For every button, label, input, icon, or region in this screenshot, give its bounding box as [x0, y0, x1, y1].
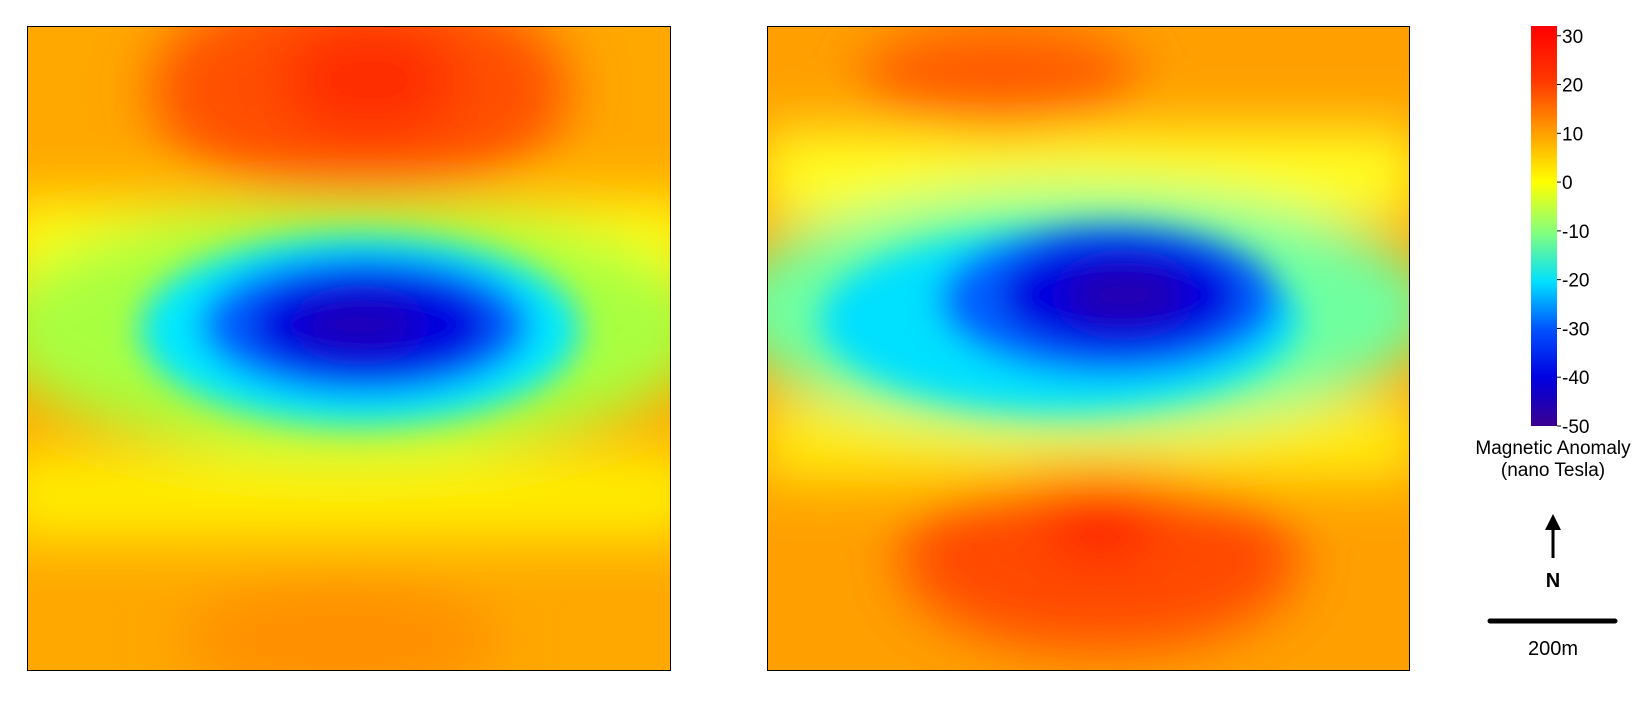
- scale-label: 200m: [1528, 638, 1578, 660]
- colorbar-tick-label: -30: [1562, 319, 1589, 340]
- colorbar-tick-label: 0: [1562, 173, 1573, 194]
- map-left: [27, 26, 671, 671]
- colorbar-ticks: 30 20 10 0 -10 -20 -30 -40 -50: [1557, 27, 1589, 438]
- colorbar-tick-label: -40: [1562, 368, 1589, 389]
- colorbar-tick-label: -50: [1562, 417, 1589, 438]
- north-arrowhead: [1545, 514, 1561, 530]
- colorbar-tick-label: 30: [1562, 27, 1583, 48]
- colorbar-tick-label: 10: [1562, 124, 1583, 145]
- colorbar-tick-label: -10: [1562, 222, 1589, 243]
- map-right: [767, 26, 1410, 671]
- colorbar-label: Magnetic Anomaly: [1475, 438, 1631, 459]
- north-label: N: [1546, 570, 1560, 592]
- colorbar: [1531, 26, 1557, 426]
- colorbar-tick-label: 20: [1562, 76, 1583, 97]
- colorbar-tick-label: -20: [1562, 271, 1589, 292]
- colorbar-label: (nano Tesla): [1501, 460, 1605, 481]
